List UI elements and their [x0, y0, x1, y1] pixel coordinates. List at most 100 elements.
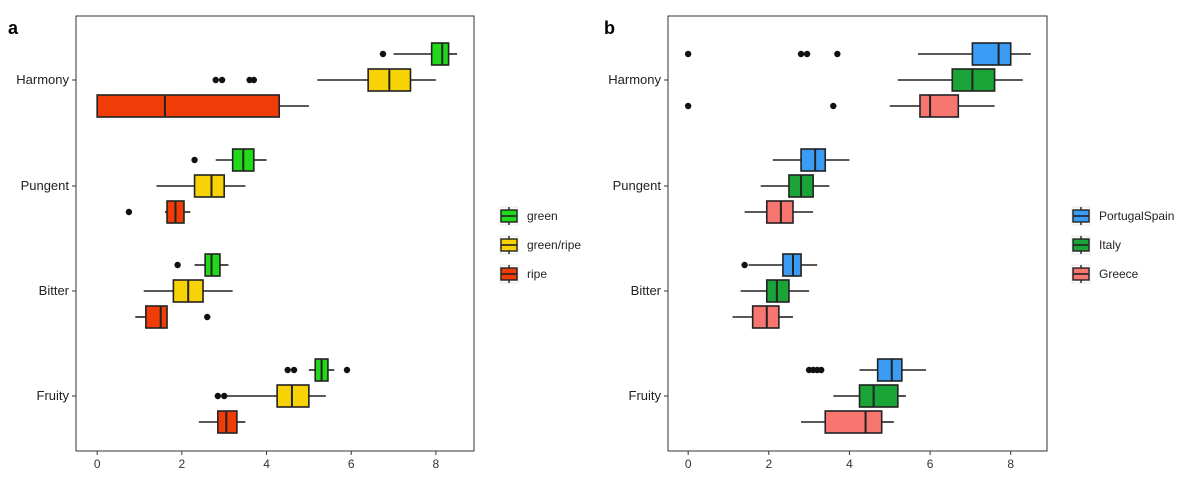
boxplot-green-ripe-bitter — [143, 279, 233, 303]
x-tick-label: 0 — [685, 457, 692, 471]
outlier-point — [379, 50, 387, 58]
box — [765, 200, 794, 224]
box — [276, 384, 310, 408]
box — [751, 305, 780, 329]
boxplot-portugalspain-fruity — [805, 358, 927, 382]
boxplot-greece-pungent — [744, 200, 814, 224]
category-label: Harmony — [608, 72, 661, 87]
boxplot-greece-bitter — [732, 305, 793, 329]
boxplot-ripe-bitter — [135, 305, 211, 329]
boxplot-green-bitter — [174, 253, 229, 277]
box — [919, 94, 960, 118]
category-label: Pungent — [613, 178, 662, 193]
outlier-point — [797, 50, 805, 58]
boxplot-portugalspain-bitter — [741, 253, 818, 277]
x-tick-label: 4 — [846, 457, 853, 471]
panel-a: a0 2 4 6 8HarmonyPungentBitterFruitygreengre… — [8, 15, 581, 471]
category-label: Fruity — [37, 388, 70, 403]
box — [824, 410, 883, 434]
outlier-point — [125, 208, 133, 216]
outlier-point — [284, 366, 291, 374]
outlier-point — [218, 76, 226, 84]
x-tick-label: 0 — [94, 457, 101, 471]
boxplot-italy-harmony — [897, 68, 1023, 92]
box — [951, 68, 996, 92]
outlier-point — [803, 50, 811, 58]
category-label: Harmony — [16, 72, 69, 87]
box — [145, 305, 168, 329]
boxplot-italy-pungent — [760, 174, 830, 198]
outlier-point — [741, 261, 748, 269]
x-tick-label: 2 — [765, 457, 772, 471]
legend-item: Italy — [1071, 235, 1121, 255]
boxplot-portugalspain-harmony — [684, 42, 1031, 66]
outlier-point — [212, 76, 219, 84]
category-label: Fruity — [629, 388, 662, 403]
x-tick-label: 8 — [433, 457, 440, 471]
box — [800, 148, 827, 172]
outlier-point — [174, 261, 181, 269]
boxplot-green-ripe-harmony — [212, 68, 436, 92]
x-tick-label: 2 — [179, 457, 186, 471]
boxplot-greece-harmony — [684, 94, 995, 118]
legend-label: green — [527, 209, 558, 223]
x-tick-label: 4 — [263, 457, 270, 471]
box — [193, 174, 225, 198]
boxplot-ripe-harmony — [96, 94, 309, 118]
legend-item: Greece — [1071, 264, 1139, 284]
legend-item: ripe — [499, 264, 547, 284]
legend-label: Greece — [1099, 267, 1139, 281]
legend-item: green — [499, 206, 558, 226]
box — [858, 384, 899, 408]
outlier-point — [191, 156, 198, 164]
legend-label: ripe — [527, 267, 547, 281]
outlier-point — [214, 392, 222, 400]
box — [217, 410, 238, 434]
x-tick-label: 8 — [1007, 457, 1014, 471]
panel-letter: a — [8, 18, 19, 38]
legend: PortugalSpain Italy Greece — [1071, 206, 1174, 284]
boxplot-italy-fruity — [833, 384, 906, 408]
panel-b: b 0 2 4 6 8 Harmony Pungent Bitter Fruity Portugal… — [604, 15, 1174, 471]
category-label: Pungent — [21, 178, 70, 193]
legend-label: Italy — [1099, 238, 1121, 252]
outlier-point — [684, 50, 692, 58]
plot-frame — [667, 15, 1048, 452]
boxplot-ripe-fruity — [198, 410, 246, 434]
boxplot-greece-fruity — [801, 410, 894, 434]
category-label: Bitter — [39, 283, 70, 298]
outlier-point — [830, 102, 837, 110]
boxplot-green-pungent — [191, 148, 267, 172]
box — [430, 42, 450, 66]
box — [765, 279, 790, 303]
outlier-point — [834, 50, 841, 58]
outlier-point — [684, 102, 692, 110]
x-tick-label: 6 — [348, 457, 355, 471]
legend-item: PortugalSpain — [1071, 206, 1174, 226]
outlier-point — [204, 313, 211, 321]
panel-letter: b — [604, 18, 615, 38]
outlier-point — [343, 366, 351, 374]
box — [971, 42, 1012, 66]
boxplot-green-fruity — [284, 358, 351, 382]
boxplot-green-ripe-fruity — [214, 384, 326, 408]
legend-label: PortugalSpain — [1099, 209, 1174, 223]
boxplot-green-harmony — [379, 42, 458, 66]
box — [782, 253, 802, 277]
outlier-point — [250, 76, 258, 84]
box — [876, 358, 903, 382]
x-tick-label: 6 — [927, 457, 934, 471]
boxplot-portugalspain-pungent — [772, 148, 850, 172]
plot-frame — [75, 15, 475, 452]
outlier-point — [818, 366, 825, 374]
boxplot-green-ripe-pungent — [156, 174, 246, 198]
box — [96, 94, 281, 118]
boxplot-italy-bitter — [740, 279, 810, 303]
category-label: Bitter — [631, 283, 662, 298]
outlier-point — [220, 392, 228, 400]
outlier-point — [290, 366, 298, 374]
legend-item: green/ripe — [499, 235, 581, 255]
legend: green green/ripe ripe — [499, 206, 581, 284]
boxplot-ripe-pungent — [125, 200, 191, 224]
